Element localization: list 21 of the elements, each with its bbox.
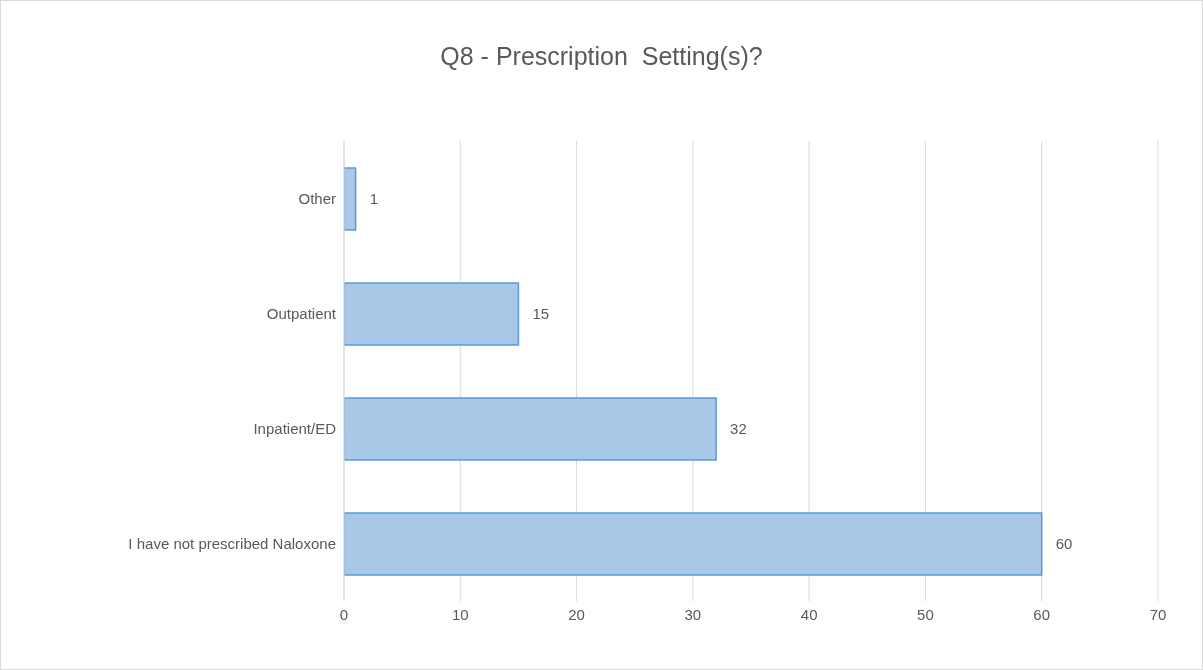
x-tick-label: 10	[451, 605, 469, 623]
data-label: 60	[1055, 535, 1073, 553]
y-tick-label: Other	[298, 189, 336, 207]
bar	[344, 512, 1043, 576]
x-tick-label: 70	[1149, 605, 1167, 623]
chart-title: Q8 - Prescription Setting(s)?	[439, 40, 764, 72]
data-label: 15	[532, 305, 550, 323]
y-tick-label: Inpatient/ED	[253, 419, 337, 437]
x-tick-label: 60	[1033, 605, 1051, 623]
x-tick-label: 20	[568, 605, 585, 623]
x-tick-label: 50	[917, 605, 934, 623]
bar	[344, 397, 717, 461]
data-label: 32	[730, 420, 747, 438]
bar	[344, 167, 357, 231]
x-tick-label: 30	[684, 605, 702, 623]
y-tick-label: I have not prescribed Naloxone	[128, 534, 336, 552]
bar	[344, 282, 520, 346]
data-label: 1	[369, 190, 378, 208]
y-tick-label: Outpatient	[266, 304, 337, 322]
x-tick-label: 0	[339, 605, 349, 623]
x-tick-label: 40	[800, 605, 818, 623]
